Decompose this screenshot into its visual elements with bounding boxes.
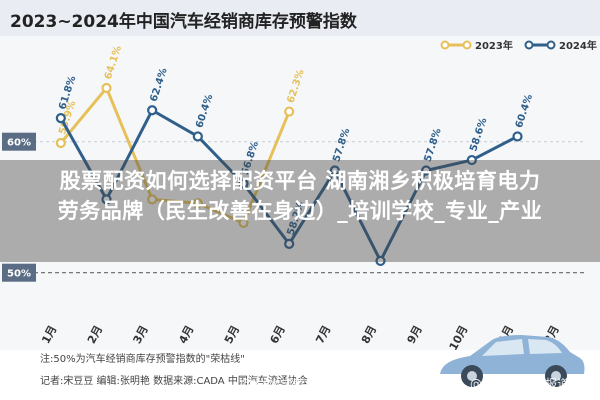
series-1-point-4 [238, 178, 249, 189]
series-1-point-8 [421, 165, 432, 176]
watermark-1: @XX大学黄金 [240, 377, 317, 391]
series-0-point-0 [55, 137, 66, 149]
series-0-point-5 [284, 106, 295, 117]
credits: 记者:宋豆豆 编辑:张明艳 数据来源:CADA 中国汽车流通协会 [40, 376, 308, 387]
overlay-banner: 股票配资如何选择配资平台 湖南湘乡积极培育电力 劳务品牌（民生改善在身边）_培训… [0, 160, 600, 262]
x-tick-label-1: 2月 [85, 323, 105, 346]
series-1-label-8: 57.8% [423, 127, 444, 163]
series-1-label-2: 62.4% [149, 67, 170, 103]
series-1-point-7 [375, 255, 386, 267]
series-1-label-10: 60.4% [514, 93, 535, 129]
legend-marker-0 [440, 40, 450, 50]
x-tick-label-5: 6月 [268, 323, 288, 346]
series-0-point-3 [192, 198, 203, 209]
y-tick-box-0 [2, 132, 36, 151]
y-tick-label-1: 50% [7, 269, 31, 280]
overlay-line-2: 劳务品牌（民生改善在身边）_培训学校_专业_产业 [57, 199, 543, 223]
chart-title: 2023~2024年中国汽车经销商库存预警指数 [10, 12, 357, 32]
series-0-point-2 [147, 194, 158, 205]
legend-marker-end-1 [546, 40, 556, 50]
legend-label-1: 2024年 [559, 39, 597, 52]
car-illustration [440, 335, 585, 387]
x-tick-label-6: 7月 [313, 323, 333, 346]
x-tick-label-4: 5月 [222, 323, 242, 346]
legend-marker-1 [524, 40, 534, 50]
legend-marker-end-0 [462, 40, 472, 50]
series-0-point-1 [101, 82, 112, 94]
plot-background [0, 36, 600, 350]
series-1-point-5 [284, 238, 295, 249]
series-1-label-3: 60.4% [194, 93, 215, 129]
series-1-label-9: 58.6% [468, 117, 489, 153]
series-1-label-6: 57.8% [331, 127, 352, 163]
series-1-point-6 [329, 165, 340, 176]
x-tick-label-8: 9月 [405, 323, 425, 346]
series-line-0 [59, 86, 291, 225]
title-bar: 2023~2024年中国汽车经销商库存预警指数 [0, 0, 600, 36]
series-0-label-1: 64.1% [103, 45, 124, 81]
series-0-label-5: 62.3% [286, 68, 307, 104]
series-0-point-4 [238, 217, 249, 229]
overlay-text: 股票配资如何选择配资平台 湖南湘乡积极培育电力 劳务品牌（民生改善在身边）_培训… [0, 166, 600, 226]
series-1-point-10 [512, 131, 523, 142]
series-1-point-3 [192, 131, 203, 142]
series-1-point-1 [101, 194, 112, 205]
overlay-line-1: 股票配资如何选择配资平台 湖南湘乡积极培育电力 [59, 169, 541, 193]
y-tick-box-1 [2, 263, 36, 282]
series-1-point-9 [466, 154, 477, 166]
y-tick-label-0: 60% [7, 138, 31, 149]
legend-label-0: 2023年 [475, 39, 513, 52]
footnote: 注:50%为汽车经销商库存预警指数的"荣枯线" [40, 354, 245, 365]
x-tick-label-0: 1月 [39, 323, 59, 346]
watermark-2: @21世纪经济报道 [470, 377, 570, 391]
series-1-point-0 [55, 113, 66, 124]
x-tick-label-3: 4月 [176, 323, 196, 346]
series-1-point-2 [147, 105, 158, 116]
x-tick-label-2: 3月 [131, 323, 151, 346]
x-tick-label-7: 8月 [359, 323, 379, 346]
